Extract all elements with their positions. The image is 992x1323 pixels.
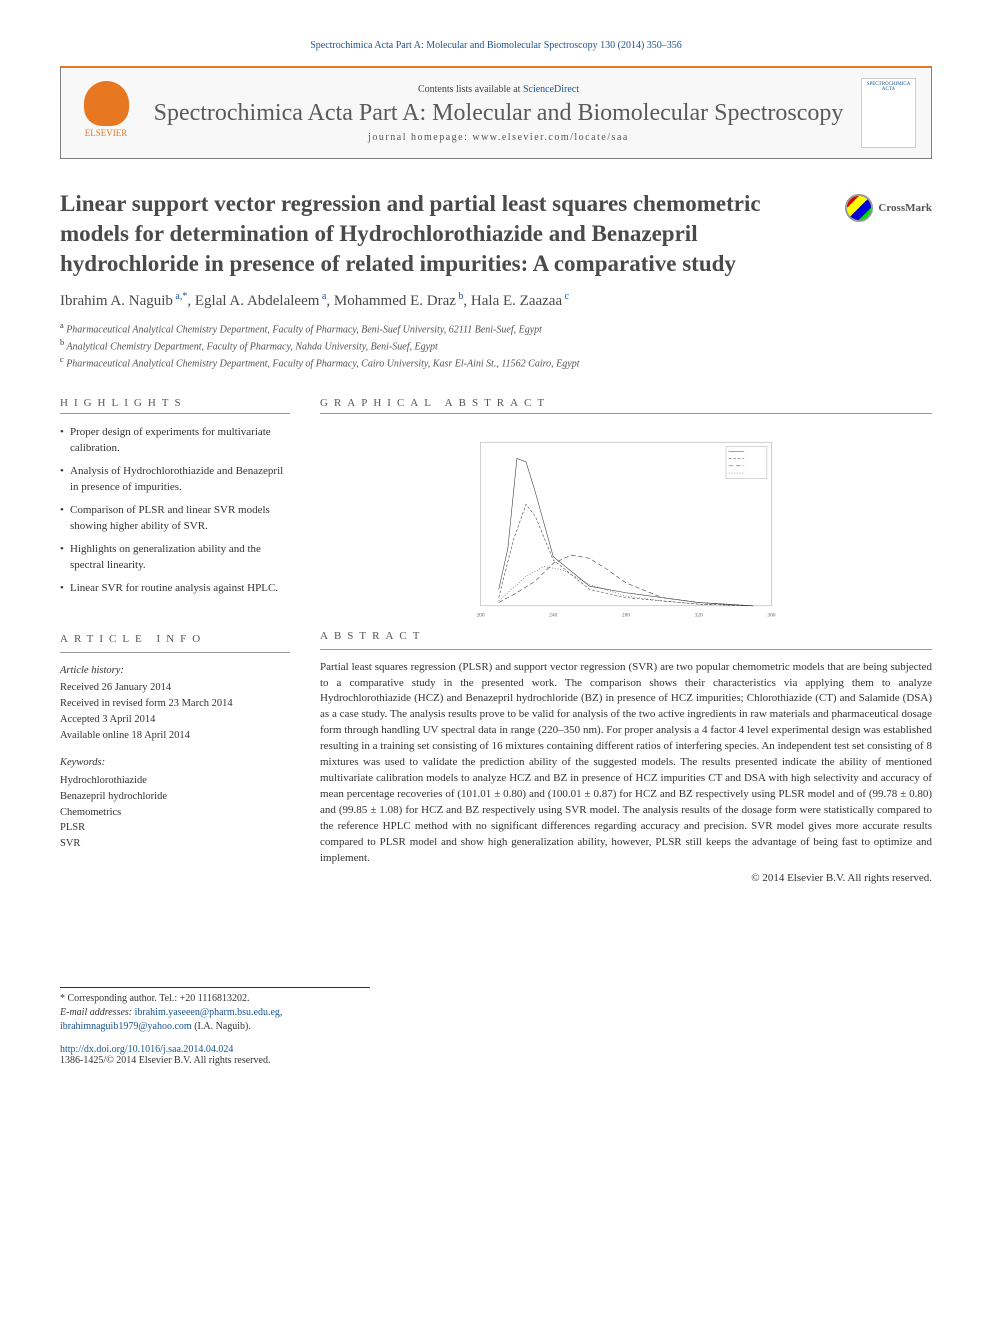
svg-text:240: 240 [549,612,557,618]
author[interactable]: Ibrahim A. Naguib a,* [60,293,187,309]
author-mark: b [456,291,464,302]
history-line: Available online 18 April 2014 [60,728,290,744]
keywords-list: HydrochlorothiazideBenazepril hydrochlor… [60,773,290,852]
crossmark-label: CrossMark [878,201,932,215]
abstract-block: ABSTRACT Partial least squares regressio… [320,629,932,887]
keyword: PLSR [60,820,290,836]
footnotes: * Corresponding author. Tel.: +20 111681… [60,987,370,1034]
content-columns: HIGHLIGHTS Proper design of experiments … [60,397,932,887]
affiliation: a Pharmaceutical Analytical Chemistry De… [60,320,932,337]
publisher-name: ELSEVIER [85,128,128,138]
abstract-heading: ABSTRACT [320,629,932,650]
article-history: Received 26 January 2014Received in revi… [60,680,290,743]
author-mark: a,* [173,291,187,302]
abstract-text: Partial least squares regression (PLSR) … [320,660,932,867]
email-line: E-mail addresses: ibrahim.yaseeen@pharm.… [60,1006,370,1034]
author-mark: a [319,291,326,302]
keyword: Benazepril hydrochloride [60,789,290,805]
contents-available: Contents lists available at ScienceDirec… [136,84,861,95]
history-line: Received 26 January 2014 [60,680,290,696]
left-column: HIGHLIGHTS Proper design of experiments … [60,397,290,887]
graphical-abstract-heading: GRAPHICAL ABSTRACT [320,397,932,414]
contents-prefix: Contents lists available at [418,84,523,95]
history-line: Received in revised form 23 March 2014 [60,696,290,712]
affiliation: b Analytical Chemistry Department, Facul… [60,337,932,354]
affiliation: c Pharmaceutical Analytical Chemistry De… [60,354,932,371]
email-suffix: (I.A. Naguib). [194,1021,251,1032]
doi-link[interactable]: http://dx.doi.org/10.1016/j.saa.2014.04.… [60,1044,233,1055]
email-link[interactable]: ibrahim.yaseeen@pharm.bsu.edu.eg [135,1007,280,1018]
author-mark: c [562,291,569,302]
keyword: Chemometrics [60,805,290,821]
author[interactable]: Eglal A. Abdelaleem a [195,293,327,309]
highlight-item: Linear SVR for routine analysis against … [60,580,290,597]
svg-text:200: 200 [476,612,484,618]
highlight-item: Analysis of Hydrochlorothiazide and Bena… [60,463,290,496]
header-center: Contents lists available at ScienceDirec… [136,84,861,143]
highlight-item: Proper design of experiments for multiva… [60,424,290,457]
history-line: Accepted 3 April 2014 [60,712,290,728]
journal-cover-thumbnail[interactable]: SPECTROCHIMICA ACTA [861,78,916,148]
author[interactable]: Hala E. Zaazaa c [471,293,569,309]
journal-name: Spectrochimica Acta Part A: Molecular an… [136,100,861,127]
keywords-label: Keywords: [60,755,290,771]
keyword: Hydrochlorothiazide [60,773,290,789]
copyright-line: © 2014 Elsevier B.V. All rights reserved… [320,871,932,887]
keyword: SVR [60,836,290,852]
crossmark-icon [845,194,873,222]
email-label: E-mail addresses: [60,1007,132,1018]
title-text: Linear support vector regression and par… [60,191,761,276]
svg-text:280: 280 [622,612,630,618]
doi-block: http://dx.doi.org/10.1016/j.saa.2014.04.… [60,1044,932,1066]
author[interactable]: Mohammed E. Draz b [334,293,464,309]
article-info-heading: ARTICLE INFO [60,631,290,653]
highlights-block: Proper design of experiments for multiva… [60,424,290,597]
author-list: Ibrahim A. Naguib a,*, Eglal A. Abdelale… [60,291,932,310]
highlights-heading: HIGHLIGHTS [60,397,290,414]
highlight-item: Comparison of PLSR and linear SVR models… [60,502,290,535]
journal-header: ELSEVIER Contents lists available at Sci… [60,66,932,159]
article-title: Linear support vector regression and par… [60,189,932,279]
highlight-item: Highlights on generalization ability and… [60,541,290,574]
article-info-block: ARTICLE INFO Article history: Received 2… [60,631,290,852]
corresponding-author: * Corresponding author. Tel.: +20 111681… [60,992,370,1006]
top-citation[interactable]: Spectrochimica Acta Part A: Molecular an… [60,40,932,51]
elsevier-logo[interactable]: ELSEVIER [76,81,136,146]
journal-homepage[interactable]: journal homepage: www.elsevier.com/locat… [136,132,861,143]
issn-copyright: 1386-1425/© 2014 Elsevier B.V. All right… [60,1055,270,1066]
crossmark-badge[interactable]: CrossMark [845,194,932,222]
elsevier-tree-icon [84,81,129,126]
email-link[interactable]: ibrahimnaguib1979@yahoo.com [60,1021,192,1032]
right-column: GRAPHICAL ABSTRACT 200 240 280 320 360 ABSTR… [320,397,932,887]
sciencedirect-link[interactable]: ScienceDirect [523,84,579,95]
keywords-block: Keywords: HydrochlorothiazideBenazepril … [60,755,290,852]
affiliations: a Pharmaceutical Analytical Chemistry De… [60,320,932,372]
svg-text:360: 360 [767,612,775,618]
article-history-label: Article history: [60,663,290,679]
graphical-abstract-chart: 200 240 280 320 360 [320,424,932,624]
svg-text:320: 320 [695,612,703,618]
highlights-list: Proper design of experiments for multiva… [60,424,290,597]
